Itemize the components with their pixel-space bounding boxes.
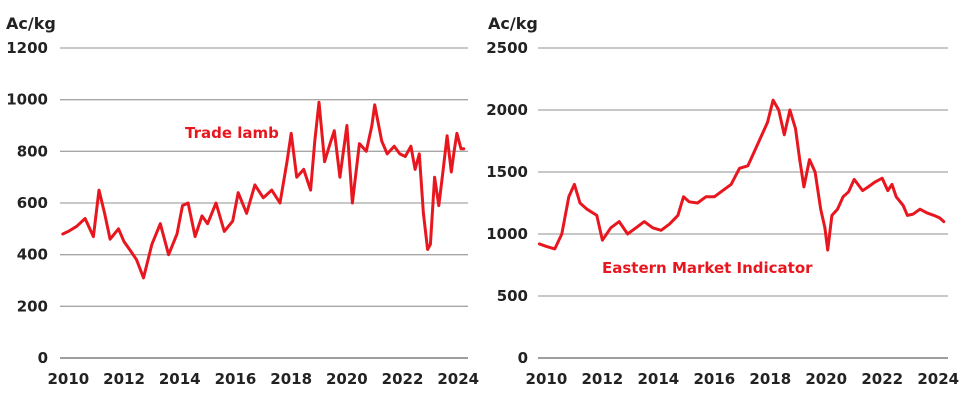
y-tick-label: 1000 [6, 91, 48, 109]
y-tick-label: 1200 [6, 39, 48, 57]
gridlines [538, 47, 948, 359]
y-tick-label: 400 [17, 246, 48, 264]
x-tick-label: 2022 [861, 370, 903, 388]
y-tick-label: 0 [518, 349, 528, 367]
x-tick-label: 2022 [382, 370, 424, 388]
y-tick-label: 500 [497, 287, 528, 305]
y-tick-label: 600 [17, 194, 48, 212]
y-tick-label: 1000 [486, 225, 528, 243]
x-tick-label: 2024 [437, 370, 479, 388]
series-label-eastern-market-indicator: Eastern Market Indicator [602, 259, 813, 277]
y-tick-label: 200 [17, 297, 48, 315]
series-line-trade-lamb [61, 100, 466, 280]
x-axis-ticks: 2010 2012 2014 2016 2018 2020 2022 2024 [526, 370, 960, 388]
y-tick-label: 2000 [486, 101, 528, 119]
y-tick-label: 0 [38, 349, 48, 367]
x-tick-label: 2010 [47, 370, 89, 388]
x-axis-ticks: 2010 2012 2014 2016 2018 2020 2022 2024 [47, 370, 479, 388]
x-tick-label: 2012 [103, 370, 145, 388]
y-tick-label: 2500 [486, 39, 528, 57]
y-axis-unit-label: Ac/kg [6, 14, 56, 33]
y-tick-label: 800 [17, 142, 48, 160]
y-axis-ticks: 0 500 1000 1500 2000 2500 [486, 39, 528, 367]
series-label-trade-lamb: Trade lamb [185, 124, 279, 142]
x-tick-label: 2014 [159, 370, 201, 388]
x-tick-label: 2024 [917, 370, 959, 388]
x-tick-label: 2018 [270, 370, 312, 388]
y-tick-label: 1500 [486, 163, 528, 181]
x-tick-label: 2018 [749, 370, 791, 388]
chart-trade-lamb: Ac/kg 0 200 400 600 800 1000 1200 2010 2012 2014… [6, 14, 479, 388]
x-tick-label: 2016 [693, 370, 735, 388]
x-tick-label: 2010 [526, 370, 568, 388]
y-axis-unit-label: Ac/kg [488, 14, 538, 33]
x-tick-label: 2014 [637, 370, 679, 388]
series-line-eastern-market-indicator [537, 98, 946, 252]
x-tick-label: 2016 [215, 370, 257, 388]
x-tick-label: 2012 [581, 370, 623, 388]
x-tick-label: 2020 [805, 370, 847, 388]
gridlines [60, 47, 468, 359]
x-tick-label: 2020 [326, 370, 368, 388]
y-axis-ticks: 0 200 400 600 800 1000 1200 [6, 39, 48, 367]
